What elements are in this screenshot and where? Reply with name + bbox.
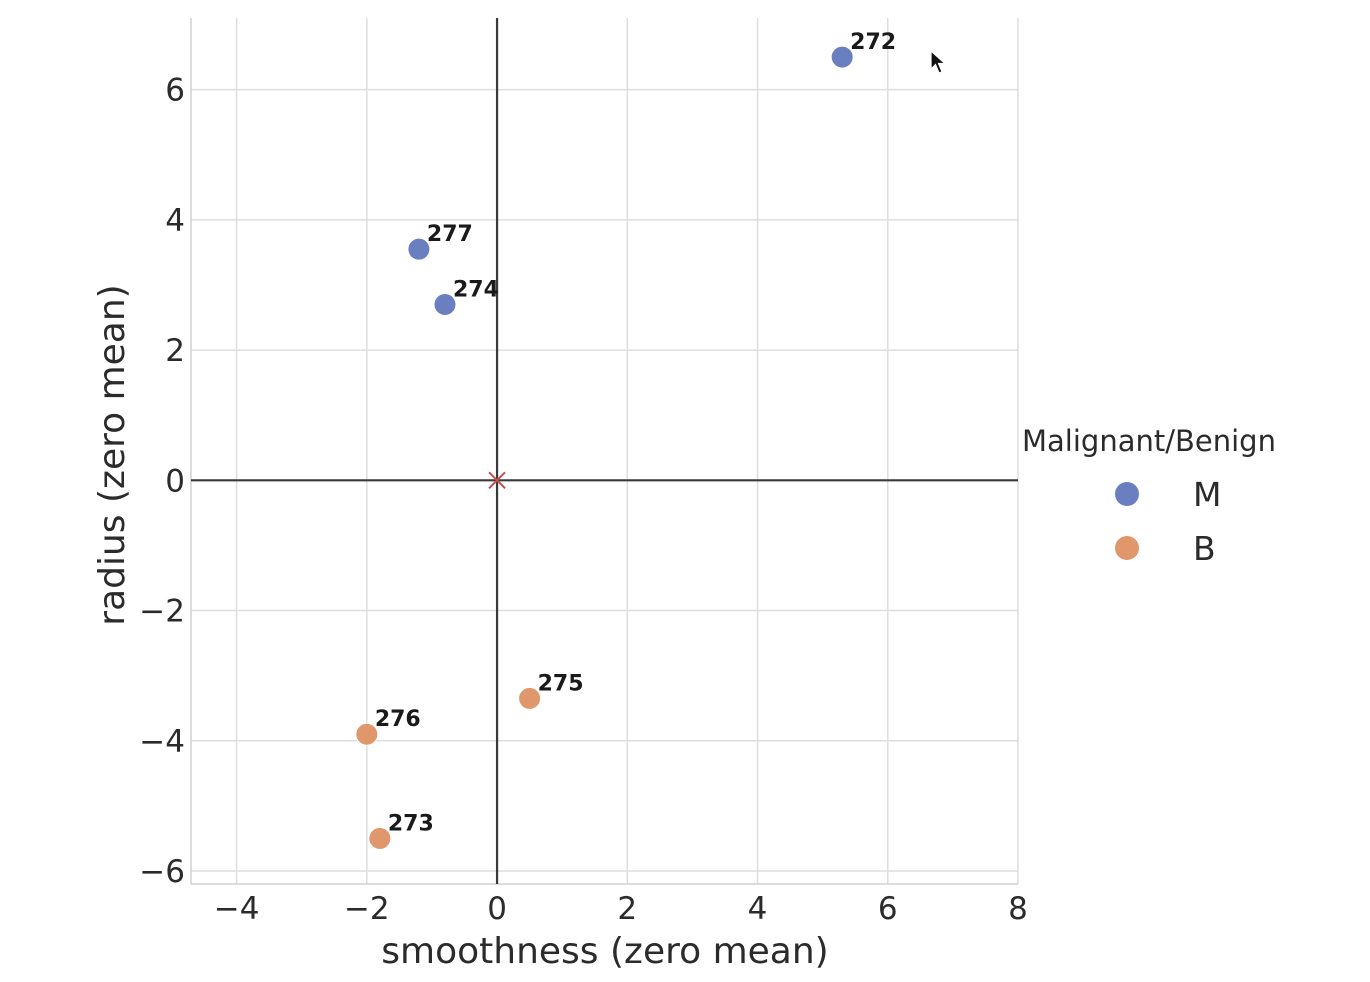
- legend-label: B: [1193, 529, 1216, 568]
- x-tick-label: 6: [878, 891, 898, 927]
- data-point-b: [355, 722, 379, 746]
- point-label: 274: [453, 277, 499, 302]
- legend-marker-m: [1115, 482, 1139, 506]
- point-label: 272: [850, 30, 896, 55]
- grid: [191, 18, 1019, 884]
- y-tick-labels: −6 −4 −2 0 2 4 6: [139, 73, 185, 890]
- x-tick-label: −4: [214, 891, 260, 927]
- point-label: 276: [375, 707, 421, 732]
- data-point-m: [433, 292, 457, 316]
- legend: Malignant/Benign MB: [1022, 424, 1276, 568]
- data-point-m: [407, 237, 431, 261]
- y-tick-label: 6: [165, 73, 185, 109]
- y-tick-label: −2: [139, 594, 185, 630]
- point-label: 277: [427, 222, 473, 247]
- center-marker: [488, 471, 506, 490]
- y-tick-label: −6: [139, 854, 185, 890]
- data-point-b: [518, 686, 542, 710]
- point-label: 275: [538, 671, 584, 696]
- data-points: [355, 45, 854, 850]
- x-axis-title: smoothness (zero mean): [381, 931, 828, 972]
- zero-reference-lines: [191, 18, 1018, 884]
- center-x-stroke: [488, 471, 506, 490]
- plot-frame: [190, 18, 1018, 885]
- y-tick-label: 4: [165, 203, 185, 239]
- x-tick-label: 0: [487, 891, 507, 927]
- point-labels: 272 277 274 275 276 273: [375, 30, 896, 836]
- data-point-m: [830, 45, 854, 69]
- y-axis-title: radius (zero mean): [92, 284, 133, 625]
- mouse-pointer-icon: [930, 50, 947, 74]
- legend-marker-b: [1115, 536, 1139, 560]
- legend-label: M: [1193, 475, 1221, 514]
- x-tick-label: 8: [1008, 891, 1028, 927]
- y-tick-label: 2: [165, 333, 185, 369]
- y-tick-label: 0: [165, 463, 185, 499]
- x-tick-label: −2: [344, 891, 390, 927]
- x-tick-label: 4: [748, 891, 768, 927]
- x-tick-labels: −4 −2 0 2 4 6 8: [214, 891, 1028, 927]
- legend-entries: MB: [1115, 475, 1221, 568]
- y-tick-label: −4: [139, 724, 185, 760]
- x-tick-label: 2: [617, 891, 637, 927]
- data-point-b: [368, 826, 392, 850]
- legend-title: Malignant/Benign: [1022, 424, 1276, 458]
- point-label: 273: [388, 811, 434, 836]
